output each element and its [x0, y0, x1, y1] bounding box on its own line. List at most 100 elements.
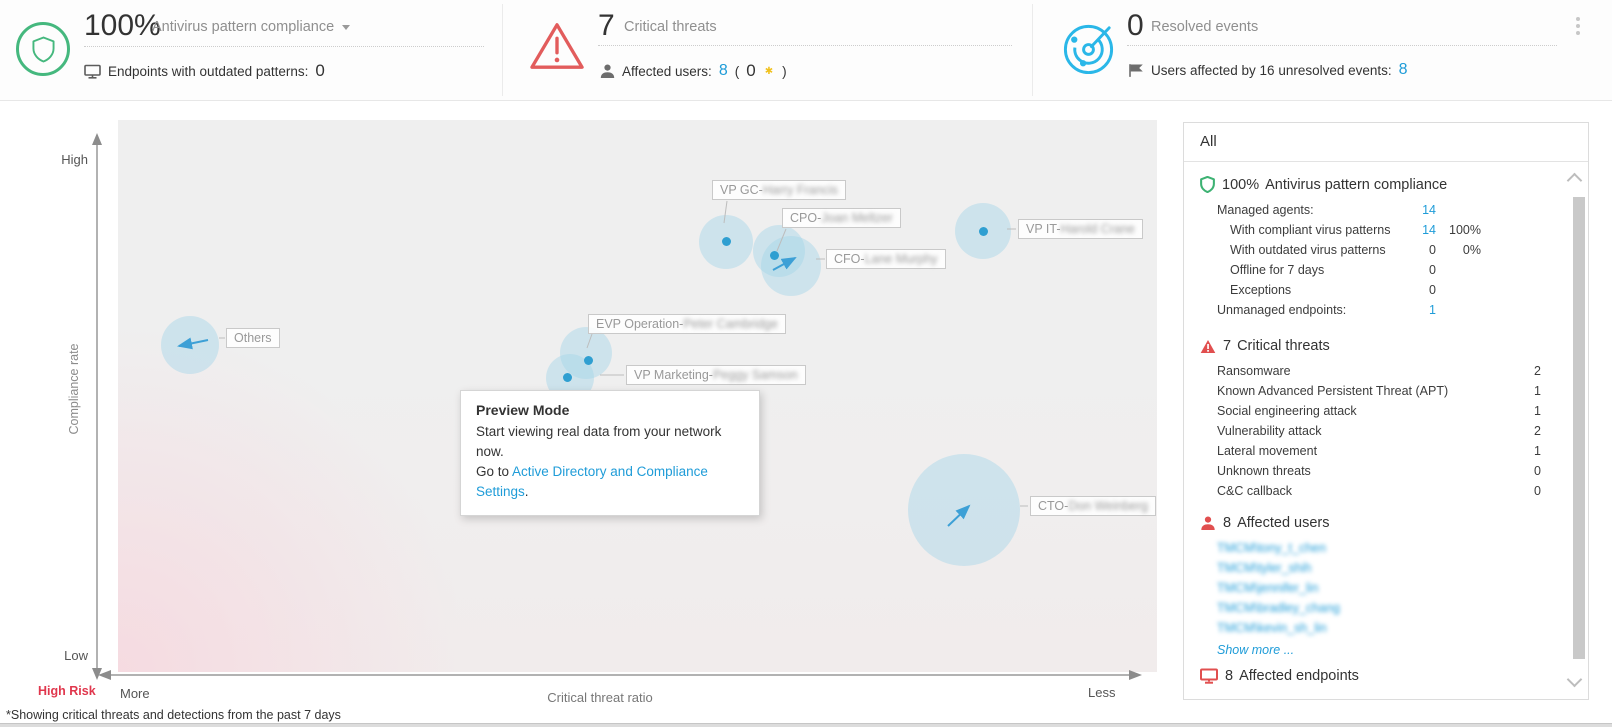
bubble-label[interactable]: VP GC-Harry Francis: [712, 180, 846, 200]
row-label: Offline for 7 days: [1230, 263, 1325, 277]
panel-scrollbar[interactable]: [1573, 197, 1585, 659]
bubble[interactable]: [761, 236, 821, 296]
bubble-label[interactable]: Others: [226, 328, 280, 348]
row-value-link[interactable]: 14: [1422, 223, 1436, 237]
tooltip-title: Preview Mode: [476, 402, 570, 418]
high-risk-label: High Risk: [38, 684, 96, 698]
show-more-link[interactable]: Show more ...: [1217, 643, 1295, 657]
shield-icon: [1200, 176, 1215, 193]
divider: [598, 45, 1012, 46]
more-options-menu[interactable]: [1574, 12, 1582, 40]
row-value: 0: [1429, 243, 1436, 257]
affected-user-link[interactable]: TMCM\jennifer_lin: [1217, 581, 1319, 595]
details-panel: All 100% Antivirus pattern compliance Ma…: [1183, 122, 1589, 700]
panel-endpoints-header: 8 Affected endpoints: [1200, 668, 1588, 684]
bubble-label[interactable]: EVP Operation-Peter Cambridge: [588, 314, 786, 334]
divider: [1127, 45, 1557, 46]
y-axis-high-label: High: [61, 152, 88, 167]
bubble[interactable]: [908, 454, 1020, 566]
bubble-label-prefix: CFO-: [834, 252, 865, 266]
ad-compliance-settings-link[interactable]: Active Directory and Compliance Settings: [476, 464, 708, 499]
person-icon: [1201, 516, 1215, 530]
row-label: Social engineering attack: [1217, 404, 1357, 418]
bubble-label[interactable]: CPO-Joan Meltzer: [782, 208, 901, 228]
bubble-label-name: Joan Meltzer: [821, 211, 893, 225]
person-icon: [600, 64, 615, 78]
antivirus-shield-icon: [16, 22, 70, 76]
row-pct: 100%: [1449, 223, 1481, 237]
summary-bar: 100% Antivirus pattern compliance Endpoi…: [0, 0, 1612, 101]
critical-threats-value: 7: [598, 9, 615, 42]
unresolved-users-link[interactable]: 8: [1398, 61, 1408, 78]
panel-body[interactable]: 100% Antivirus pattern compliance Manage…: [1184, 162, 1588, 698]
unresolved-users-label: Users affected by 16 unresolved events:: [1151, 62, 1392, 78]
bubble-label[interactable]: CFO-Lane Murphy: [826, 249, 946, 269]
outdated-patterns-row: Endpoints with outdated patterns: 0: [84, 61, 325, 81]
affected-user-link[interactable]: TMCM\kevin_sh_lin: [1217, 621, 1327, 635]
panel-endpoints-value: 8: [1225, 668, 1234, 684]
x-axis-more-label: More: [120, 686, 150, 701]
table-row: Managed agents: 14: [1217, 200, 1481, 220]
unresolved-users-row: Users affected by 16 unresolved events: …: [1128, 61, 1408, 79]
row-count: 1: [1534, 384, 1541, 398]
compliance-card-selector[interactable]: Antivirus pattern compliance: [152, 19, 351, 35]
row-pct: [1436, 200, 1481, 220]
row-count: 0: [1534, 464, 1541, 478]
tooltip-line1: Start viewing real data from your networ…: [476, 424, 722, 459]
divider: [84, 46, 484, 47]
bubble-label[interactable]: VP Marketing-Peggy Samson: [626, 365, 806, 385]
bubble[interactable]: [161, 316, 219, 374]
bubble-label-prefix: CPO-: [790, 211, 822, 225]
row-count: 1: [1534, 444, 1541, 458]
table-row: Offline for 7 days 0: [1217, 260, 1481, 280]
bubble-label[interactable]: VP IT-Harold Crane: [1018, 219, 1143, 239]
bubble-label-name: Lane Murphy: [864, 252, 938, 266]
bubble-dot: [562, 372, 572, 382]
row-label: Ransomware: [1217, 364, 1291, 378]
row-label: Managed agents:: [1217, 203, 1314, 217]
bubble[interactable]: [560, 327, 612, 379]
bubble-label-name: Peggy Samson: [712, 368, 798, 382]
row-value: 0: [1429, 283, 1436, 297]
affected-user-link[interactable]: TMCM\tony_t_chen: [1217, 541, 1327, 555]
table-row: Ransomware 2: [1217, 361, 1541, 381]
divider: [1032, 4, 1033, 96]
bubble-dot: [583, 355, 593, 365]
panel-threats-label: Critical threats: [1237, 338, 1330, 354]
bubble-label-name: Harry Francis: [762, 183, 838, 197]
panel-compliance-label: Antivirus pattern compliance: [1265, 176, 1448, 193]
affected-user-list: TMCM\tony_t_chen TMCM\tyler_shih TMCM\je…: [1217, 538, 1588, 638]
row-value: 0: [1429, 263, 1436, 277]
bubble-label[interactable]: CTO-Don Weinberg: [1030, 496, 1157, 516]
row-count: 2: [1534, 364, 1541, 378]
row-label: Lateral movement: [1217, 444, 1318, 458]
affected-user-link[interactable]: TMCM\bradley_chang: [1217, 601, 1340, 615]
warning-triangle-icon: [1200, 339, 1216, 353]
monitor-icon: [84, 64, 101, 79]
panel-users-header: 8 Affected users: [1200, 515, 1588, 531]
affected-users-link[interactable]: 8: [718, 62, 728, 79]
table-row: C&C callback 0: [1217, 481, 1541, 501]
row-value-link[interactable]: 14: [1422, 203, 1436, 217]
risk-bubble-chart: VP GC-Harry Francis CPO-Joan Meltzer CFO-L…: [0, 100, 1183, 723]
affected-users-label: Affected users:: [622, 63, 712, 79]
affected-user-link[interactable]: TMCM\tyler_shih: [1217, 561, 1312, 575]
bubble-label-name: Don Weinberg: [1068, 499, 1149, 513]
row-count: 0: [1534, 484, 1541, 498]
panel-threats-header: 7 Critical threats: [1200, 338, 1588, 354]
bottom-divider: [0, 723, 1612, 727]
panel-threats-value: 7: [1223, 338, 1232, 354]
chevron-down-icon: [342, 24, 351, 30]
panel-compliance-header: 100% Antivirus pattern compliance: [1200, 176, 1588, 193]
affected-users-row: Affected users: 8 ( 0 ✱ ): [600, 61, 787, 81]
bubble-label-prefix: Others: [234, 331, 272, 345]
row-pct: 0%: [1462, 243, 1481, 257]
resolved-events-value: 0: [1127, 9, 1144, 42]
panel-compliance-value: 100%: [1222, 176, 1260, 193]
divider: [502, 4, 503, 96]
panel-users-label: Affected users: [1237, 515, 1330, 531]
outdated-patterns-value: 0: [315, 61, 325, 80]
row-value-link[interactable]: 1: [1429, 303, 1436, 317]
table-row: Vulnerability attack 2: [1217, 421, 1541, 441]
bubble-label-prefix: VP GC-: [720, 183, 763, 197]
